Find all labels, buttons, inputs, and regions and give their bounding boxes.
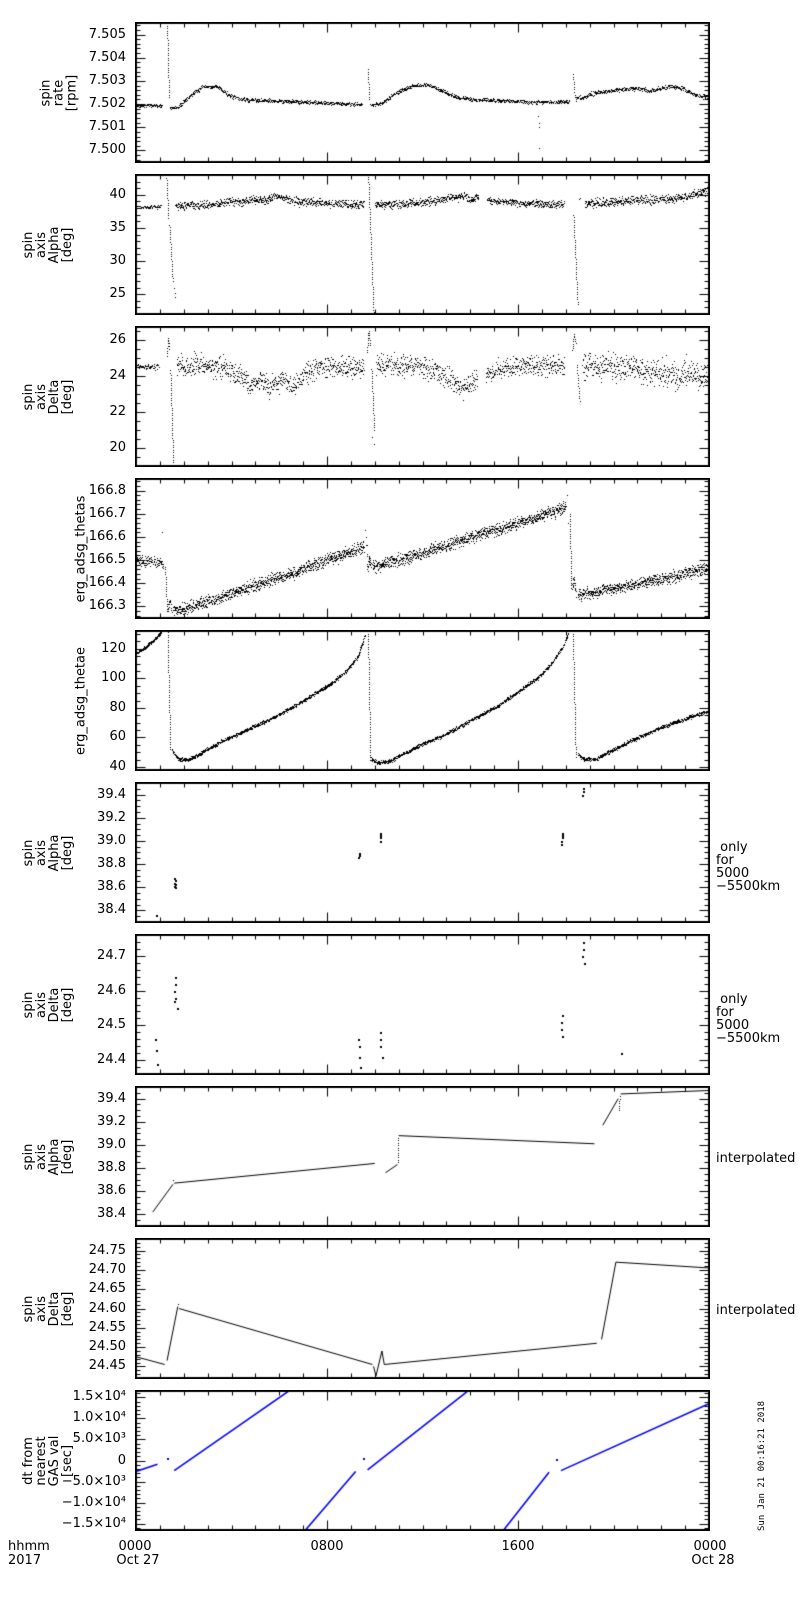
panel-spin-axis-alpha-5000km-plot-canvas xyxy=(135,782,710,923)
panel-spin-axis-delta-ytick-1: 24 xyxy=(109,367,126,383)
panel-spin-axis-delta-5000km-ytick-0: 24.7 xyxy=(97,947,126,963)
panel-spin-axis-delta-interpolated-ytick-4: 24.55 xyxy=(88,1319,126,1335)
panel-spin-axis-delta-5000km-ylabel: spin axis Delta [deg] xyxy=(21,987,75,1022)
x-tick-label-0000-oct27: 0000 xyxy=(118,1539,152,1554)
panel-spin-axis-alpha-5000km-ylabel: spin axis Alpha [deg] xyxy=(21,834,75,871)
panel-spin-rate-ytick-2: 7.503 xyxy=(88,72,126,88)
panel-dt-from-nearest-gas-ytick-1: 1.0×10⁴ xyxy=(72,1410,126,1426)
panel-erg-adsg-thetae-plot-canvas xyxy=(135,630,710,771)
panel-spin-axis-delta-5000km-ytick-2: 24.5 xyxy=(97,1017,126,1033)
panel-spin-axis-alpha-interpolated-ytick-3: 38.8 xyxy=(97,1160,126,1176)
panel-dt-from-nearest-gas-ytick-3: 0 xyxy=(117,1452,126,1468)
panel-spin-axis-alpha-5000km-ytick-1: 39.2 xyxy=(97,809,126,825)
panel-erg-adsg-thetae-ytick-2: 80 xyxy=(109,699,126,715)
panel-spin-axis-alpha-5000km-ytick-4: 38.6 xyxy=(97,879,126,895)
panel-dt-from-nearest-gas-ytick-5: −1.0×10⁴ xyxy=(61,1494,126,1510)
panel-spin-axis-delta-interpolated-ytick-3: 24.60 xyxy=(88,1300,126,1316)
panel-spin-axis-alpha-interpolated-ytick-4: 38.6 xyxy=(97,1183,126,1199)
x-tick-date-oct27: Oct 27 xyxy=(116,1553,160,1568)
panel-spin-axis-alpha-5000km-annotation: only for 5000 −5500km xyxy=(716,839,781,894)
x-tick-date-oct28: Oct 28 xyxy=(691,1553,735,1568)
panel-spin-axis-alpha-ylabel: spin axis Alpha [deg] xyxy=(21,226,75,263)
panel-spin-axis-delta-ytick-0: 26 xyxy=(109,331,126,347)
x-tick-label-0800: 0800 xyxy=(310,1539,344,1554)
panel-spin-axis-alpha-interpolated-plot-canvas xyxy=(135,1086,710,1227)
panel-spin-axis-alpha-interpolated-ytick-0: 39.4 xyxy=(97,1090,126,1106)
timestamp-watermark: Sun Jan 21 00:16:21 2018 xyxy=(757,1400,767,1531)
panel-spin-axis-alpha-interpolated-ytick-5: 38.4 xyxy=(97,1206,126,1222)
panel-erg-adsg-thetas-plot-canvas xyxy=(135,478,710,619)
panel-spin-axis-delta-5000km-ytick-3: 24.4 xyxy=(97,1052,126,1068)
panel-spin-axis-delta-interpolated-ytick-0: 24.75 xyxy=(88,1242,126,1258)
panel-spin-axis-alpha-ytick-2: 30 xyxy=(109,253,126,269)
panel-dt-from-nearest-gas-ytick-0: 1.5×10⁴ xyxy=(72,1389,126,1405)
panel-spin-axis-delta-ylabel: spin axis Delta [deg] xyxy=(21,379,75,414)
panel-dt-from-nearest-gas-ylabel: dt from nearest GAS val [sec] xyxy=(21,1435,75,1486)
panel-spin-axis-alpha-5000km-ytick-0: 39.4 xyxy=(97,786,126,802)
x-tick-label-1600: 1600 xyxy=(501,1539,535,1554)
panel-spin-axis-alpha-5000km-ytick-2: 39.0 xyxy=(97,832,126,848)
panel-spin-axis-delta-plot-canvas xyxy=(135,326,710,467)
panel-spin-axis-alpha-interpolated-ylabel: spin axis Alpha [deg] xyxy=(21,1138,75,1175)
panel-spin-axis-delta-interpolated-ylabel: spin axis Delta [deg] xyxy=(21,1291,75,1326)
panel-erg-adsg-thetas-ytick-3: 166.5 xyxy=(88,552,126,568)
panel-spin-axis-delta-interpolated-plot-canvas xyxy=(135,1238,710,1379)
panel-spin-axis-alpha-ytick-3: 25 xyxy=(109,286,126,302)
panel-dt-from-nearest-gas-ytick-6: −1.5×10⁴ xyxy=(61,1515,126,1531)
panel-spin-rate-ytick-1: 7.504 xyxy=(88,49,126,65)
x-axis-year-label: 2017 xyxy=(8,1553,42,1568)
panel-spin-axis-alpha-ytick-1: 35 xyxy=(109,219,126,235)
panel-spin-axis-delta-ytick-2: 22 xyxy=(109,403,126,419)
x-axis-unit-label: hhmm xyxy=(8,1539,50,1554)
panel-spin-axis-delta-5000km-annotation: only for 5000 −5500km xyxy=(716,991,781,1046)
panel-erg-adsg-thetae-ytick-0: 120 xyxy=(101,640,126,656)
panel-erg-adsg-thetas-ytick-2: 166.6 xyxy=(88,528,126,544)
panel-dt-from-nearest-gas-ytick-2: 5.0×10³ xyxy=(72,1431,126,1447)
panel-spin-axis-alpha-interpolated-annotation: interpolated xyxy=(716,1151,796,1166)
panel-spin-rate-plot-canvas xyxy=(135,22,710,163)
panel-spin-axis-delta-interpolated-annotation: interpolated xyxy=(716,1303,796,1318)
panel-erg-adsg-thetae-ytick-3: 60 xyxy=(109,729,126,745)
panel-spin-rate-ytick-0: 7.505 xyxy=(88,26,126,42)
panel-erg-adsg-thetae-ytick-1: 100 xyxy=(101,670,126,686)
panel-dt-from-nearest-gas-ytick-4: −5.0×10³ xyxy=(61,1473,126,1489)
panel-spin-rate-ytick-3: 7.502 xyxy=(88,96,126,112)
panel-spin-axis-alpha-ytick-0: 40 xyxy=(109,186,126,202)
panel-erg-adsg-thetas-ytick-0: 166.8 xyxy=(88,482,126,498)
panel-spin-axis-alpha-interpolated-ytick-1: 39.2 xyxy=(97,1113,126,1129)
panel-erg-adsg-thetas-ytick-5: 166.3 xyxy=(88,598,126,614)
panel-spin-axis-delta-interpolated-ytick-2: 24.65 xyxy=(88,1281,126,1297)
panel-dt-from-nearest-gas-plot-canvas xyxy=(135,1390,710,1531)
panel-spin-axis-delta-interpolated-ytick-1: 24.70 xyxy=(88,1261,126,1277)
panel-spin-axis-delta-interpolated-ytick-5: 24.50 xyxy=(88,1339,126,1355)
panel-erg-adsg-thetae-ylabel: erg_adsg_thetae xyxy=(73,646,89,755)
panel-spin-axis-alpha-5000km-ytick-5: 38.4 xyxy=(97,902,126,918)
panel-spin-axis-alpha-plot-canvas xyxy=(135,174,710,315)
panel-spin-rate-ylabel: spin rate [rpm] xyxy=(38,74,80,111)
panel-erg-adsg-thetas-ytick-1: 166.7 xyxy=(88,505,126,521)
panel-erg-adsg-thetas-ytick-4: 166.4 xyxy=(88,575,126,591)
panel-spin-axis-delta-ytick-3: 20 xyxy=(109,439,126,455)
panel-spin-axis-delta-5000km-plot-canvas xyxy=(135,934,710,1075)
panel-erg-adsg-thetas-ylabel: erg_adsg_thetas xyxy=(73,495,89,602)
panel-spin-axis-delta-interpolated-ytick-6: 24.45 xyxy=(88,1358,126,1374)
panel-spin-axis-alpha-interpolated-ytick-2: 39.0 xyxy=(97,1136,126,1152)
x-tick-label-0000-oct28: 0000 xyxy=(693,1539,727,1554)
panel-spin-rate-ytick-5: 7.500 xyxy=(88,142,126,158)
panel-spin-rate-ytick-4: 7.501 xyxy=(88,119,126,135)
panel-erg-adsg-thetae-ytick-4: 40 xyxy=(109,759,126,775)
panel-spin-axis-delta-5000km-ytick-1: 24.6 xyxy=(97,982,126,998)
panel-spin-axis-alpha-5000km-ytick-3: 38.8 xyxy=(97,856,126,872)
